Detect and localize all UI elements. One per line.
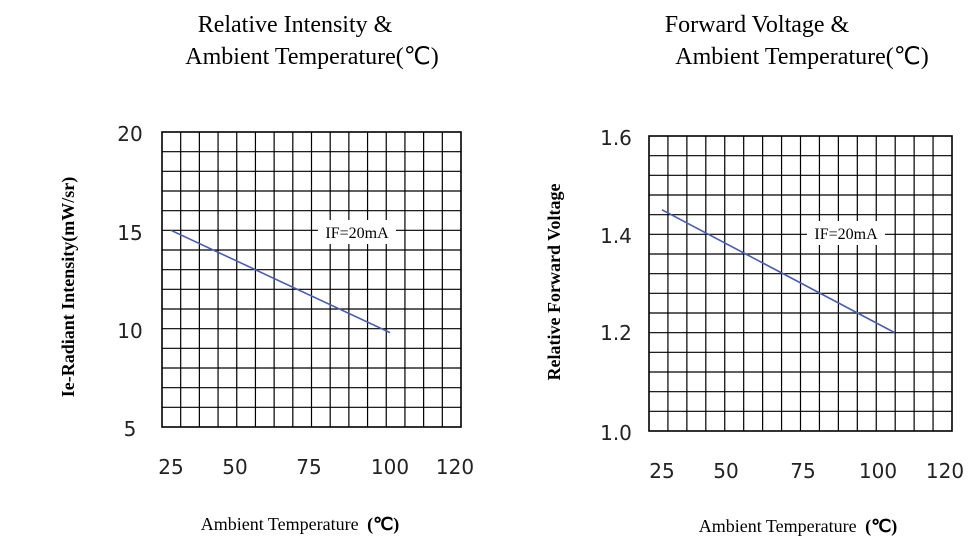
chart-right: Forward Voltage & Ambient Temperature(℃)… <box>544 12 964 537</box>
x-tick-label: 120 <box>926 459 964 483</box>
series-group <box>170 229 391 334</box>
annotation-background <box>807 221 885 245</box>
series-line <box>170 229 391 334</box>
x-tick-label: 75 <box>296 455 321 479</box>
x-tick-label: 100 <box>371 455 409 479</box>
y-axis-label: Ie-Radiant Intensity(mW/sr) <box>58 177 79 398</box>
y-tick-label: 1.0 <box>600 421 632 445</box>
chart-title-line-2: Ambient Temperature(℃) <box>675 44 928 70</box>
x-tick-label: 25 <box>158 455 183 479</box>
y-tick-label: 10 <box>117 319 142 343</box>
chart-title-line-1: Relative Intensity & <box>198 12 393 38</box>
x-axis-label-text: Ambient Temperature <box>201 514 359 534</box>
y-tick-label: 15 <box>117 221 142 245</box>
x-tick-label: 50 <box>222 455 247 479</box>
chart-title-line-1: Forward Voltage & <box>665 12 850 38</box>
y-tick-label: 1.4 <box>600 224 632 248</box>
series-group <box>661 209 896 334</box>
x-tick-label: 120 <box>436 455 474 479</box>
annotation-background <box>318 220 396 244</box>
x-tick-label: 50 <box>713 459 738 483</box>
x-axis-label: Ambient Temperature (℃) <box>699 516 898 537</box>
x-axis-label-unit: (℃) <box>367 514 399 535</box>
plot-frame <box>648 135 953 432</box>
y-axis-label: Relative Forward Voltage <box>544 184 564 381</box>
x-tick-label: 25 <box>649 459 674 483</box>
series-line <box>661 209 896 334</box>
y-tick-label: 1.6 <box>600 126 632 150</box>
plot-grid <box>161 131 462 428</box>
y-tick-label: 20 <box>117 122 142 146</box>
x-axis-label: Ambient Temperature (℃) <box>201 514 400 535</box>
x-tick-label: 75 <box>790 459 815 483</box>
x-axis-label-unit: (℃) <box>865 516 897 537</box>
x-tick-label: 100 <box>859 459 897 483</box>
annotation-label: IF=20mA <box>325 225 389 242</box>
chart-title-line-2: Ambient Temperature(℃) <box>185 44 438 70</box>
plot-frame <box>161 131 462 428</box>
y-tick-label: 1.2 <box>600 321 632 345</box>
x-axis-label-text: Ambient Temperature <box>699 516 857 536</box>
chart-left: Relative Intensity & Ambient Temperature… <box>58 12 474 535</box>
y-tick-label: 5 <box>124 417 137 441</box>
annotation-label: IF=20mA <box>814 226 878 243</box>
